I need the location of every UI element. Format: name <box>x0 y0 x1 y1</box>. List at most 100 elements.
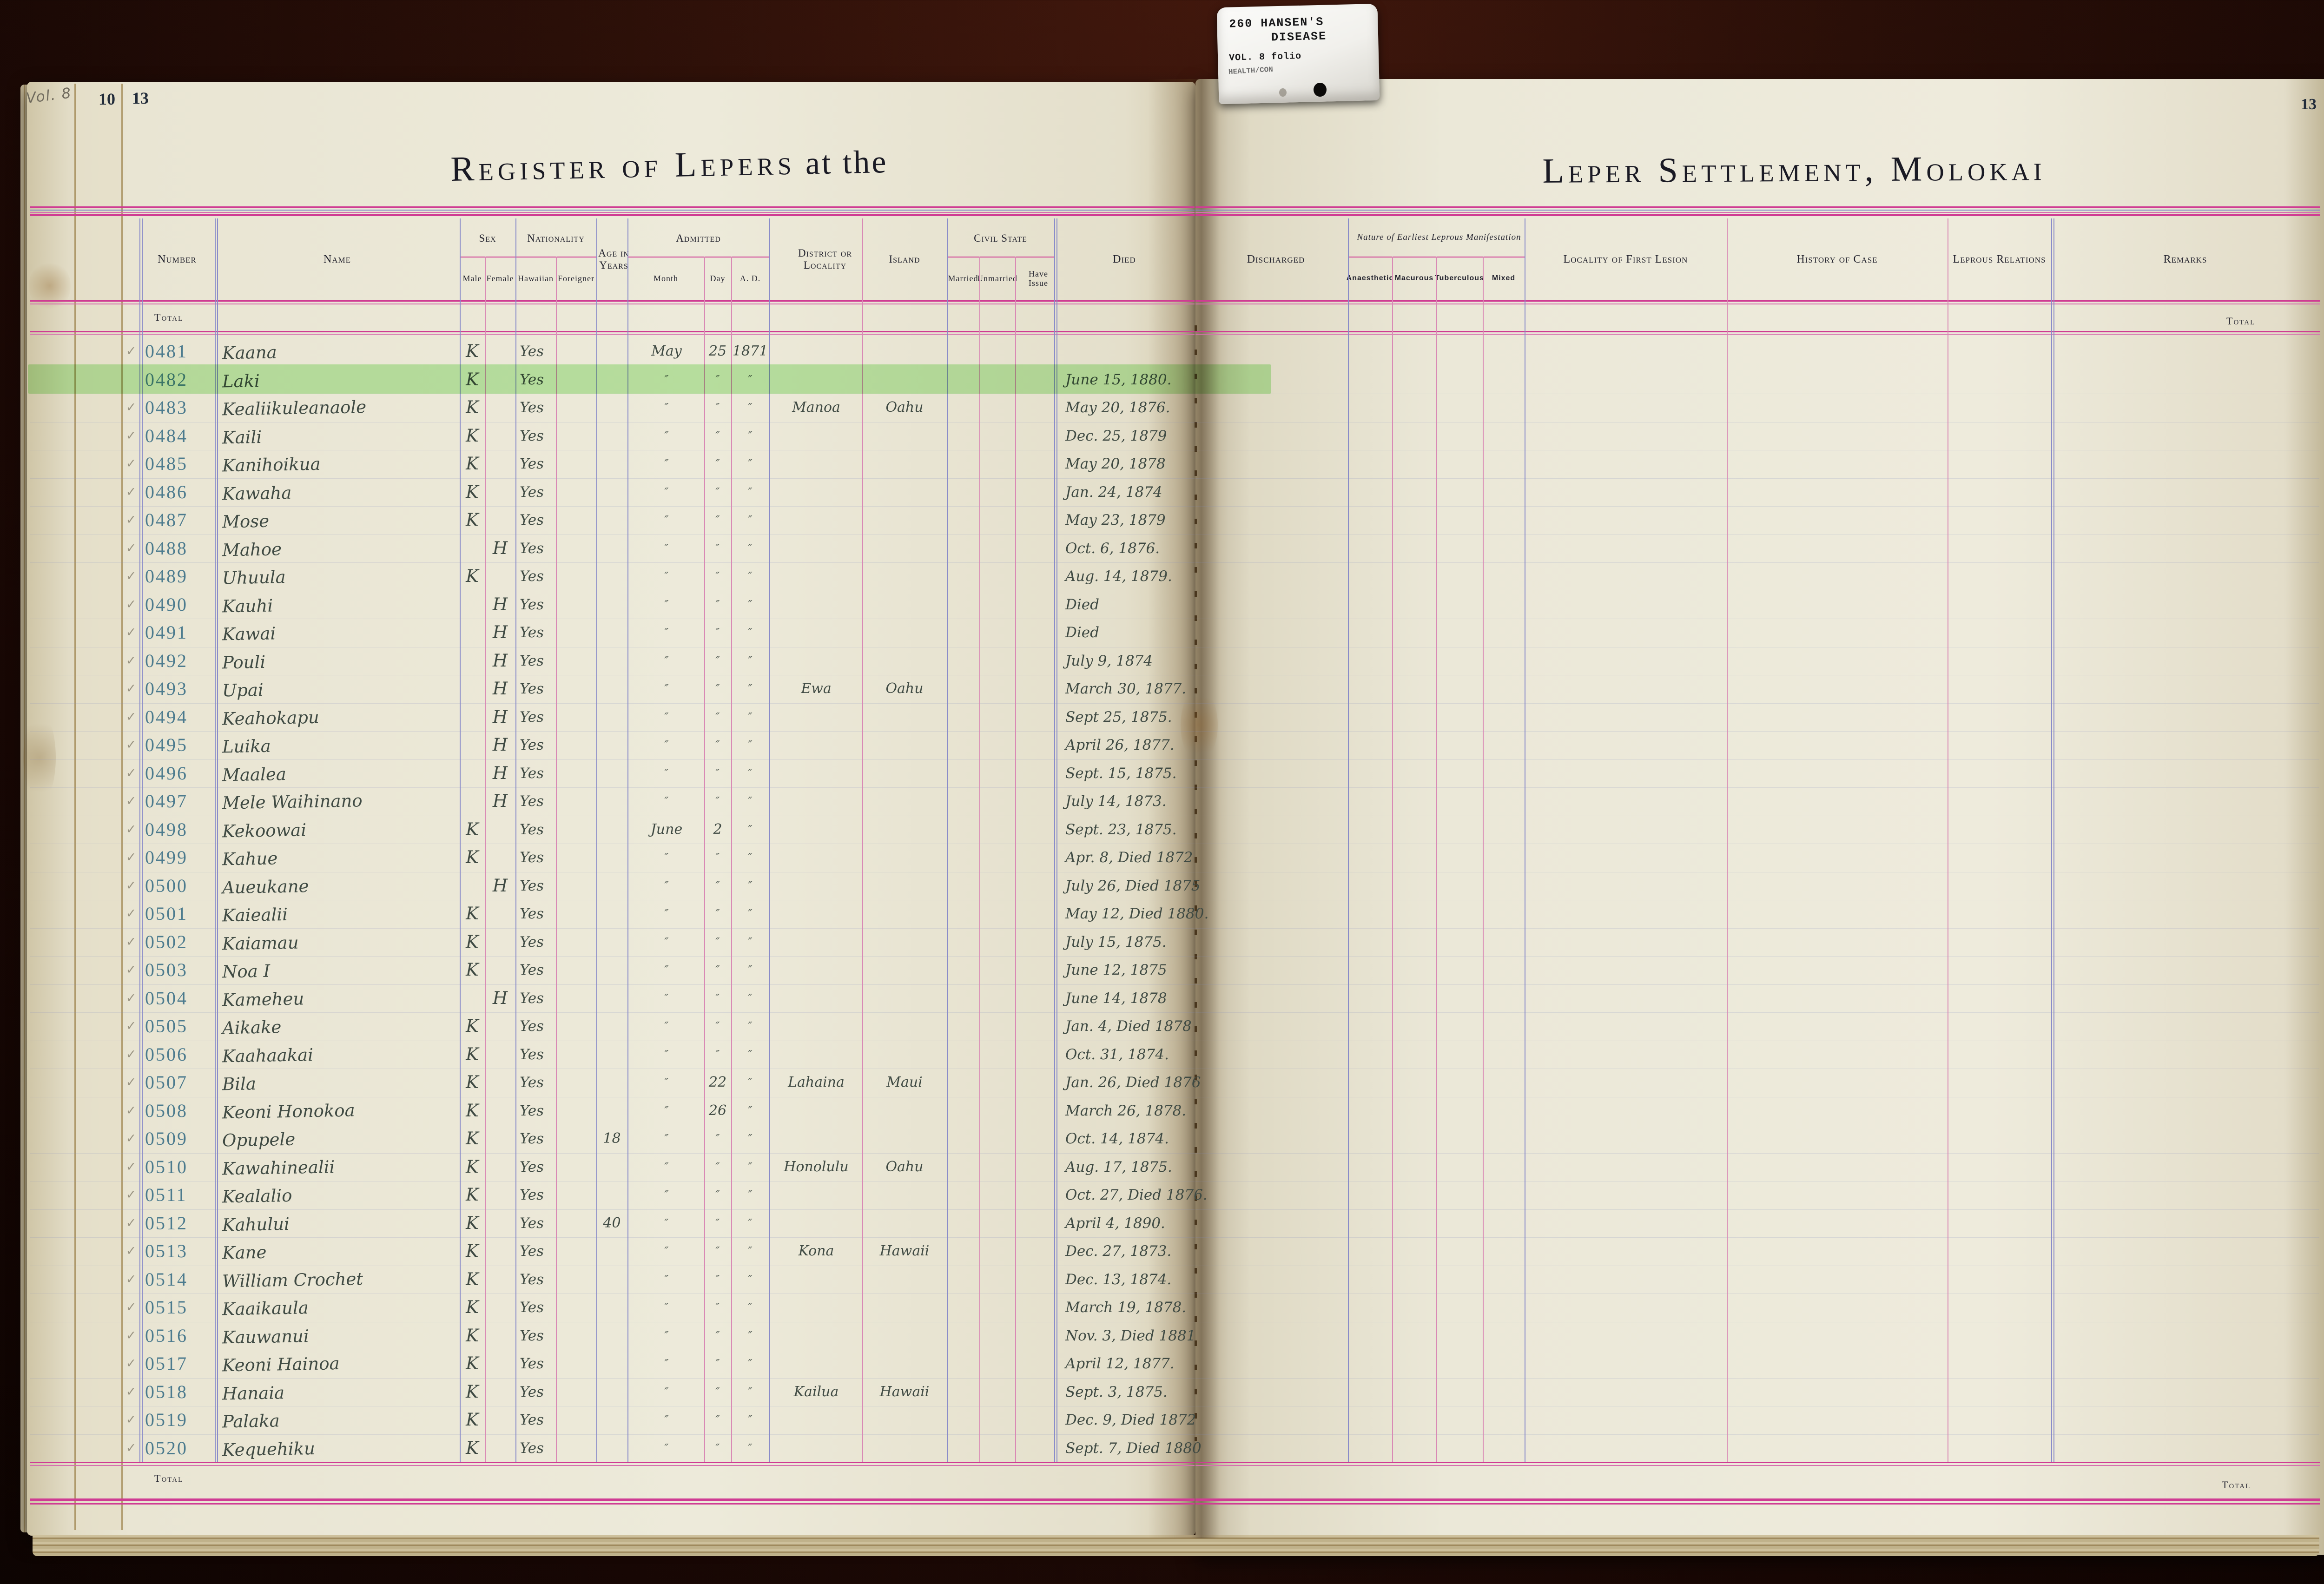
register-row-name: Kameheu <box>222 988 304 1010</box>
register-row-died: July 26, Died 1875 <box>1065 877 1201 894</box>
register-row-day: 26 <box>708 1102 727 1119</box>
col-header-name: Name <box>323 253 351 265</box>
register-row-sex: K <box>466 960 479 980</box>
register-row-sex: K <box>466 1269 479 1289</box>
register-row-n: 0489 <box>145 566 188 587</box>
register-row-haw: Yes <box>520 849 544 866</box>
col-header-mixed: Mixed <box>1492 274 1516 283</box>
col-header-month: Month <box>653 273 678 283</box>
col-header-married: Married <box>948 273 978 283</box>
register-row-haw: Yes <box>520 1355 544 1372</box>
register-row-sex: K <box>466 1100 479 1121</box>
register-row-n: 0492 <box>145 650 188 671</box>
ledger-page-right <box>1195 79 2324 1555</box>
register-row-day: ″ <box>715 1048 720 1061</box>
register-row-n: 0519 <box>145 1409 188 1430</box>
register-row-n: 0485 <box>145 453 188 474</box>
register-row-month: ″ <box>664 1020 669 1033</box>
register-row-check: ✓ <box>125 1244 137 1258</box>
register-row-day: ″ <box>715 1188 720 1201</box>
register-row-ad: ″ <box>748 570 753 583</box>
col-header-sex: Sex <box>479 232 496 244</box>
register-row-day: ″ <box>715 766 720 780</box>
register-row-check: ✓ <box>125 1103 137 1118</box>
register-row-month: ″ <box>664 766 669 780</box>
register-row-month: ″ <box>664 710 669 724</box>
register-row-sex: H <box>492 735 508 755</box>
register-row-n: 0507 <box>145 1072 188 1093</box>
col-header-foreigner: Foreigner <box>558 273 594 283</box>
register-row-n: 0520 <box>145 1437 188 1459</box>
register-row-check: ✓ <box>125 850 137 865</box>
register-row-haw: Yes <box>520 343 544 360</box>
register-row-district: Ewa <box>801 680 832 697</box>
register-row-name: Kanihoikua <box>222 454 321 476</box>
register-row-ad: ″ <box>748 373 753 386</box>
hansen-disease-archive-tab: 260 HANSEN'S DISEASE VOL. 8 folio HEALTH… <box>1216 3 1380 105</box>
register-row-name: Kekoowai <box>222 819 307 841</box>
register-row-name: Kealiikuleanaole <box>222 396 367 420</box>
register-row-island: Oahu <box>885 680 924 697</box>
register-row-n: 0506 <box>145 1043 188 1065</box>
col-header-district: District or Locality <box>798 247 852 271</box>
register-row-sex: H <box>492 763 508 783</box>
register-row-name: Aikake <box>222 1017 282 1038</box>
register-row-n: 0497 <box>145 791 188 812</box>
register-row-day: ″ <box>715 1301 720 1314</box>
register-row-haw: Yes <box>520 483 544 501</box>
col-header-anaesthetic: Anaesthetic <box>1346 274 1394 283</box>
register-row-day: ″ <box>715 1385 720 1399</box>
register-row-sex: K <box>466 369 479 389</box>
register-row-name: Kahului <box>222 1214 290 1235</box>
register-row-haw: Yes <box>520 1271 544 1288</box>
register-row-died: Dec. 13, 1874. <box>1065 1271 1172 1288</box>
register-row-day: ″ <box>715 514 720 527</box>
register-row-ad: ″ <box>748 1441 753 1455</box>
register-row-month: ″ <box>664 1216 669 1230</box>
register-row-name: Kauhi <box>222 595 273 616</box>
register-row-sex: K <box>466 397 479 417</box>
register-row-month: ″ <box>664 373 669 386</box>
register-row-check: ✓ <box>125 990 137 1005</box>
register-row-day: ″ <box>715 1160 720 1174</box>
register-row-check: ✓ <box>125 1075 137 1089</box>
register-row-ad: ″ <box>748 907 753 920</box>
register-row-n: 0518 <box>145 1381 188 1402</box>
register-row-day: ″ <box>715 1329 720 1342</box>
register-row-check: ✓ <box>125 484 137 499</box>
register-row-died: Sept. 3, 1875. <box>1065 1383 1168 1400</box>
register-row-died: June 15, 1880. <box>1065 371 1172 388</box>
register-row-haw: Yes <box>520 737 544 753</box>
register-row-check: ✓ <box>125 1300 137 1314</box>
col-header-nature: Nature of Earliest Leprous Manifestation <box>1357 232 1521 243</box>
col-header-male: Male <box>462 273 482 283</box>
register-row-sex: K <box>466 904 479 924</box>
register-row-died: May 12, Died 1880. <box>1065 905 1209 922</box>
register-row-name: Mahoe <box>222 539 282 560</box>
col-header-hawaiian: Hawaiian <box>518 273 554 283</box>
register-row-name: Luika <box>222 736 271 757</box>
register-row-name: Kaili <box>222 427 262 448</box>
register-row-island: Oahu <box>885 1158 924 1175</box>
register-row-month: ″ <box>664 1245 669 1258</box>
col-header-discharged: Discharged <box>1247 253 1305 265</box>
register-row-n: 0481 <box>145 341 188 362</box>
register-row-month: ″ <box>664 1413 669 1426</box>
register-row-day: ″ <box>715 626 720 639</box>
register-row-died: April 26, 1877. <box>1065 737 1175 753</box>
register-row-n: 0503 <box>145 959 188 980</box>
register-row-sex: K <box>466 1213 479 1233</box>
register-row-month: ″ <box>664 1329 669 1342</box>
register-row-ad: ″ <box>748 1048 753 1061</box>
register-row-check: ✓ <box>125 709 137 724</box>
register-row-haw: Yes <box>520 680 544 697</box>
register-row-n: 0486 <box>145 481 188 502</box>
register-row-day: ″ <box>715 457 720 470</box>
register-row-ad: ″ <box>748 1216 753 1230</box>
register-row-name: Kaana <box>222 342 277 363</box>
register-row-sex: K <box>466 847 479 867</box>
register-row-name: William Crochet <box>222 1268 363 1291</box>
register-row-name: Pouli <box>222 652 266 673</box>
register-row-n: 0500 <box>145 875 188 896</box>
register-row-haw: Yes <box>520 765 544 782</box>
